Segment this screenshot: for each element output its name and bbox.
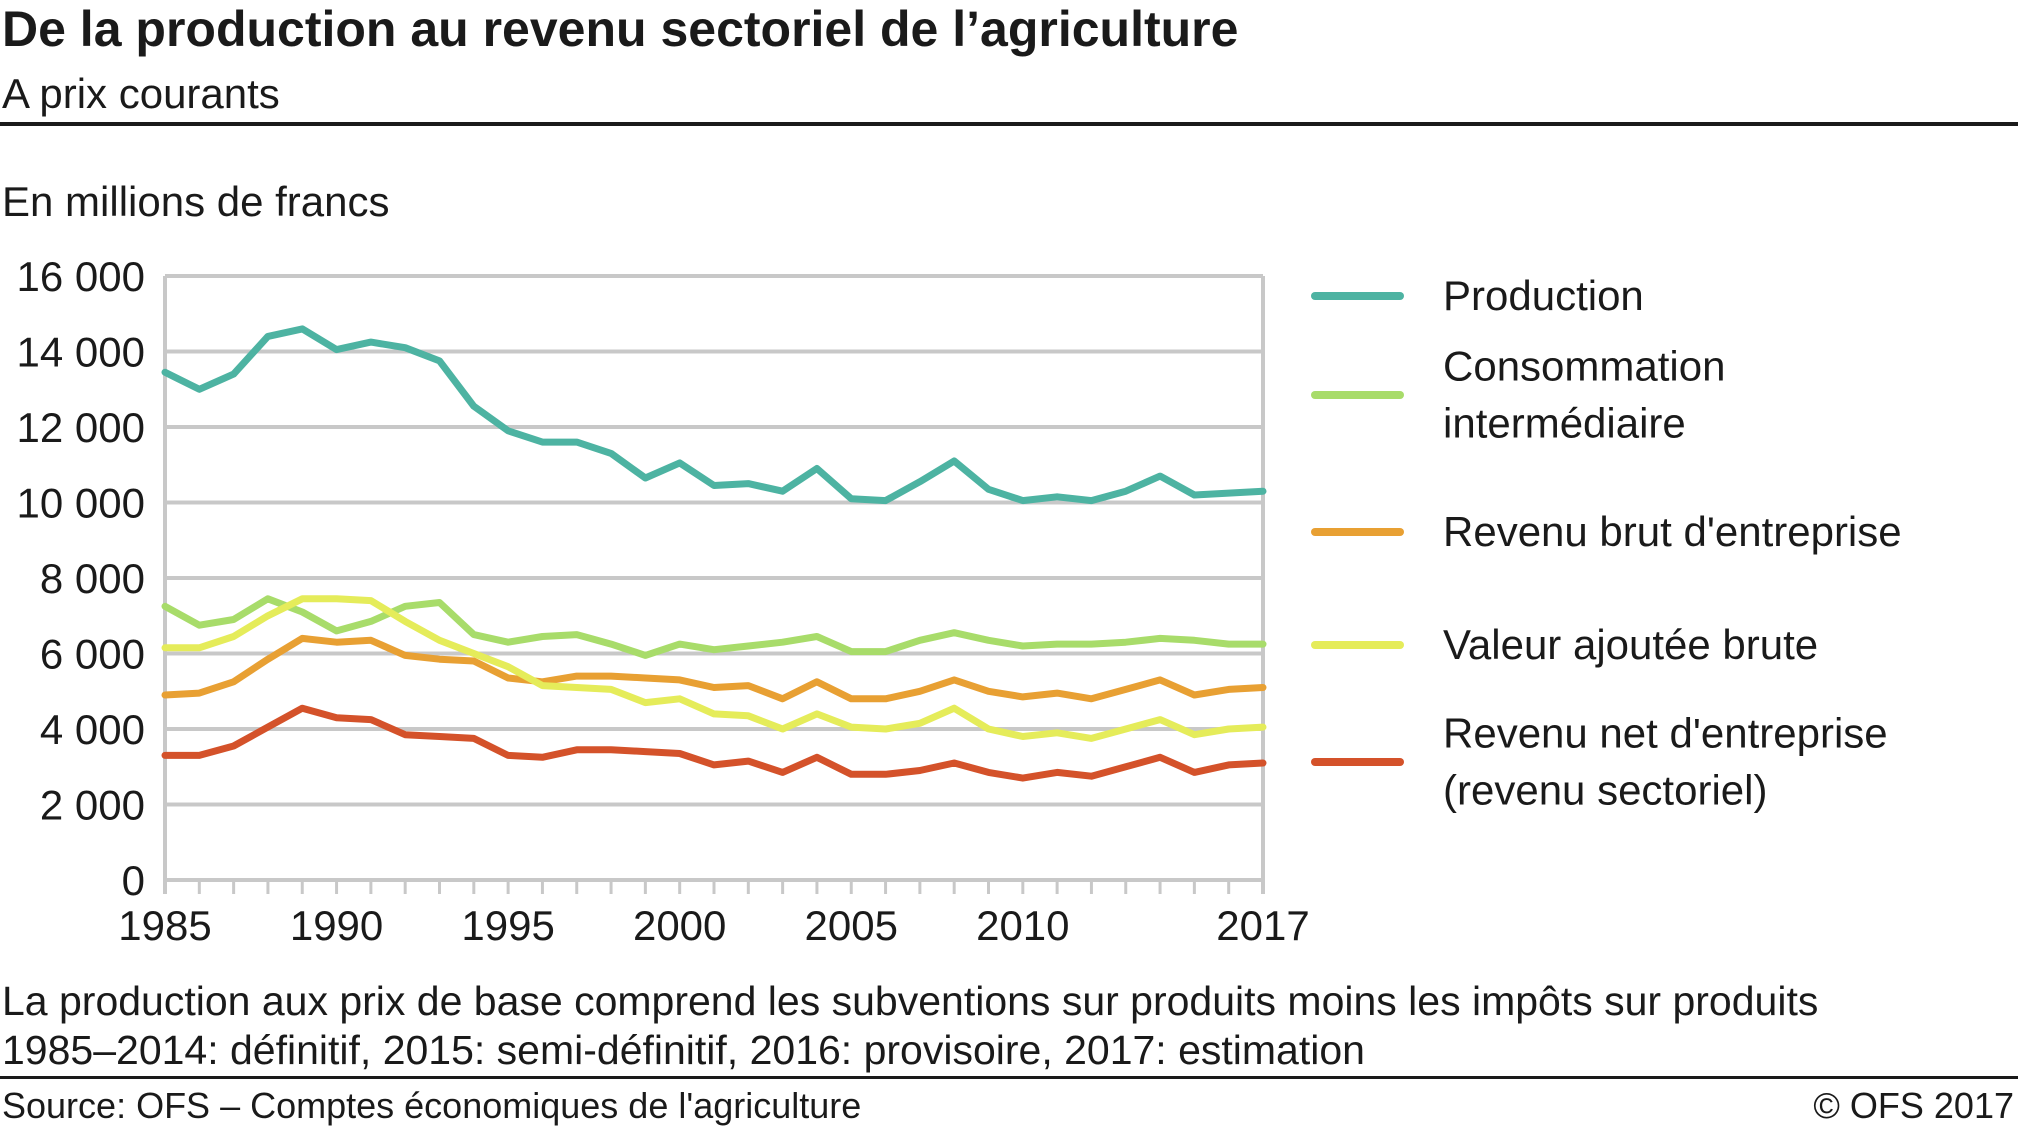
x-tick-label: 2010 [976, 902, 1069, 949]
header-divider [0, 122, 2018, 126]
legend-label: (revenu sectoriel) [1443, 767, 1767, 814]
chart-subtitle: A prix courants [2, 70, 280, 117]
y-axis-unit-label: En millions de francs [2, 178, 390, 225]
series-line-2 [161, 595, 1267, 659]
y-tick-label: 8 000 [40, 555, 145, 602]
y-tick-label: 2 000 [40, 782, 145, 829]
legend-label: Revenu brut d'entreprise [1443, 508, 1902, 555]
legend-label: Consommation [1443, 343, 1725, 390]
footer-divider [0, 1076, 2018, 1079]
x-tick-label: 1985 [118, 902, 211, 949]
series-line-5 [161, 704, 1267, 782]
y-tick-label: 10 000 [17, 480, 145, 527]
note-line-2: 1985–2014: définitif, 2015: semi-définit… [2, 1027, 1365, 1073]
legend-label: intermédiaire [1443, 400, 1686, 447]
y-tick-label: 12 000 [17, 404, 145, 451]
y-tick-label: 14 000 [17, 329, 145, 376]
copyright-text: © OFS 2017 [1813, 1085, 2014, 1126]
legend-label: Production [1443, 272, 1644, 319]
x-tick-label: 2005 [805, 902, 898, 949]
source-text: Source: OFS – Comptes économiques de l'a… [2, 1085, 862, 1126]
x-tick-label: 1995 [461, 902, 554, 949]
x-tick-label: 2000 [633, 902, 726, 949]
legend-label: Revenu net d'entreprise [1443, 710, 1888, 757]
x-tick-label: 1990 [290, 902, 383, 949]
x-tick-label: 2017 [1216, 902, 1309, 949]
note-line-1: La production aux prix de base comprend … [2, 978, 1819, 1024]
y-tick-label: 0 [122, 857, 145, 904]
y-tick-label: 6 000 [40, 631, 145, 678]
series-line-3 [161, 634, 1267, 703]
y-tick-label: 16 000 [17, 253, 145, 300]
legend-label: Valeur ajoutée brute [1443, 621, 1818, 668]
chart-title: De la production au revenu sectoriel de … [2, 1, 1239, 57]
series-line-4 [161, 595, 1267, 742]
y-tick-label: 4 000 [40, 706, 145, 753]
series-line-1 [161, 325, 1267, 505]
